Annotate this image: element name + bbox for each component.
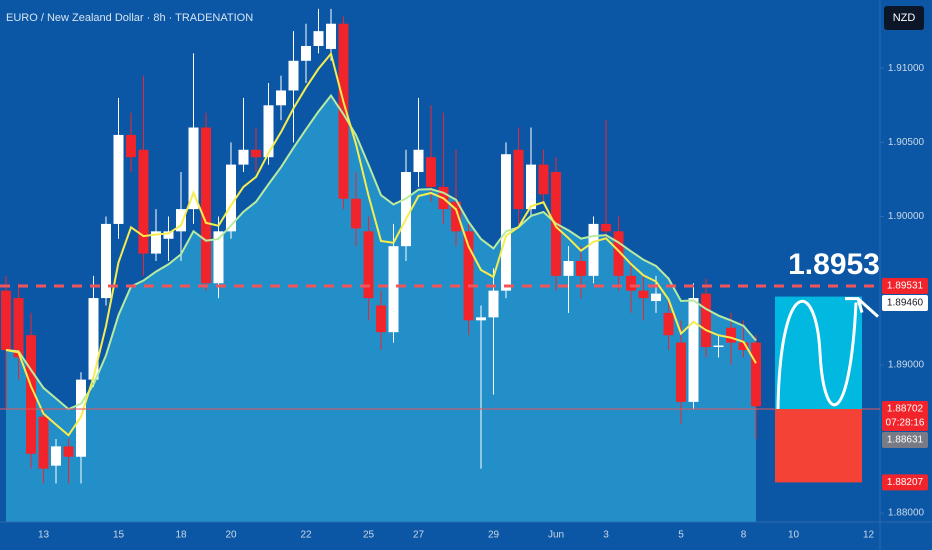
x-tick-label: 22 [300,530,312,541]
price-label-box [882,295,928,312]
candle-body [263,105,274,158]
candle-body [651,293,661,302]
candle-body [276,90,286,106]
candle-body [351,198,361,229]
x-tick-label: 3 [603,530,609,541]
candle-body [501,154,511,291]
x-tick-label: 29 [488,530,500,541]
chart-title: EURO / New Zealand Dollar · 8h · TRADENA… [6,12,253,24]
candle-body [563,261,574,276]
plot-area [1,8,761,523]
price-label: 1.88207 [887,477,924,488]
price-label-box [882,474,928,491]
candle-body [338,23,349,199]
candle-body [526,164,536,210]
x-tick-label: 25 [363,530,375,541]
candle-body [301,45,311,61]
price-label: 1.88702 [887,404,924,415]
x-tick-label: 10 [788,530,800,541]
candle-body [376,305,386,333]
candle-body [213,231,224,284]
y-tick-label: 1.89000 [888,359,925,370]
candle-body [726,327,736,343]
candle-body [451,201,461,232]
candle-body [326,23,336,49]
candle-body [63,446,74,457]
candle-body [288,60,299,91]
candle-body [588,223,599,276]
candle-body [363,231,374,299]
candle-body [88,298,99,380]
candle-body [113,134,124,224]
x-tick-label: 15 [113,530,125,541]
countdown-label: 07:28:16 [886,418,925,429]
y-tick-label: 1.88000 [888,508,925,519]
candle-body [601,223,611,232]
candle-body [688,298,699,402]
candle-body [638,290,649,299]
fast-average-line [5,51,757,437]
candle-body [751,342,761,407]
candle-body [126,134,136,158]
candle-body [626,275,636,291]
candle-body [313,31,324,46]
candle-body [138,149,149,254]
candle-body [513,149,524,210]
candle-body [613,231,624,276]
y-tick-label: 1.90000 [888,211,925,222]
candle-body [401,172,411,247]
candle-body [738,342,749,350]
x-tick-label: Jun [548,530,564,541]
candle-body [38,416,49,469]
candle-body [488,290,499,318]
candle-body [51,446,61,466]
x-tick-label: 20 [225,530,237,541]
candle-body [26,335,36,454]
candle-body [701,293,711,348]
candle-body [538,164,549,195]
projection-zone [775,408,862,483]
price-label: 1.89460 [887,298,924,309]
x-tick-label: 18 [175,530,187,541]
currency-label: NZD [893,12,916,24]
projection-arrow [845,297,880,318]
currency-badge[interactable] [884,6,924,30]
candle-body [163,231,174,239]
price-label: 1.89531 [887,281,924,292]
projection-curve [776,299,858,410]
candle-body [226,164,236,232]
candle-body [1,290,11,350]
x-tick-label: 27 [413,530,425,541]
candle-body [151,231,161,254]
x-tick-label: 12 [863,530,875,541]
candle-body [576,261,586,276]
x-tick-label: 8 [741,530,747,541]
price-label-box [882,278,928,295]
candle-body [413,149,424,173]
price-label: 1.88631 [887,435,924,446]
candle-body [176,209,186,232]
y-tick-label: 1.90500 [888,137,925,148]
candle-body [388,246,399,333]
candle-body [426,157,436,187]
y-tick-label: 1.91000 [888,63,925,74]
candle-body [713,345,724,348]
candle-body [188,127,199,210]
candle-body [201,127,211,284]
candle-body [663,312,674,336]
candle-body [13,298,24,358]
candle-body [463,231,474,321]
price-label-box [882,431,928,448]
target-label: 1.8953 [788,248,880,281]
x-tick-label: 5 [678,530,684,541]
candle-body [101,223,111,299]
x-tick-label: 13 [38,530,50,541]
candle-body [676,342,686,402]
price-label-box [882,400,928,431]
candle-body [238,149,249,165]
candle-body [476,317,486,321]
candle-body [251,149,261,158]
